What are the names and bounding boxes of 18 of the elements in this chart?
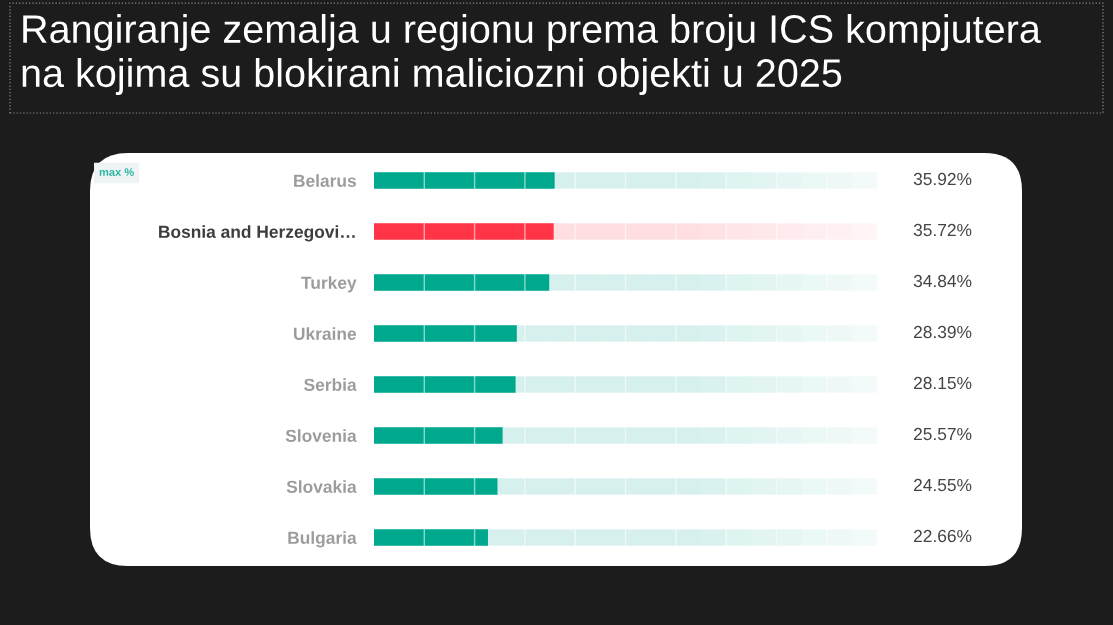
- y-tick-label: Slovenia: [285, 429, 357, 442]
- data-label: 35.72%: [913, 223, 972, 237]
- data-label: 34.84%: [913, 274, 972, 288]
- y-tick-label: Turkey: [301, 276, 357, 293]
- data-label: 28.39%: [913, 325, 972, 339]
- y-tick-label: Belarus: [294, 174, 356, 187]
- data-label: 25.57%: [913, 427, 972, 441]
- data-label: 22.66%: [913, 529, 972, 543]
- y-tick-label: Bulgaria: [288, 531, 357, 548]
- y-tick-label: Serbia: [304, 378, 357, 391]
- data-label: 35.92%: [913, 172, 972, 186]
- text: max %: [99, 168, 134, 176]
- y-tick-label: Bosnia and Herzegovi…: [159, 225, 355, 242]
- data-label: 24.55%: [913, 478, 972, 492]
- y-tick-label: Ukraine: [294, 327, 357, 340]
- chart-title: Rangiranje zemalja u regionu prema broju ICS kompjutera na kojima su blokirani maliciozni objekti u 2025: [22, 14, 1041, 95]
- y-tick-label: Slovakia: [286, 480, 357, 493]
- data-label: 28.15%: [913, 376, 972, 390]
